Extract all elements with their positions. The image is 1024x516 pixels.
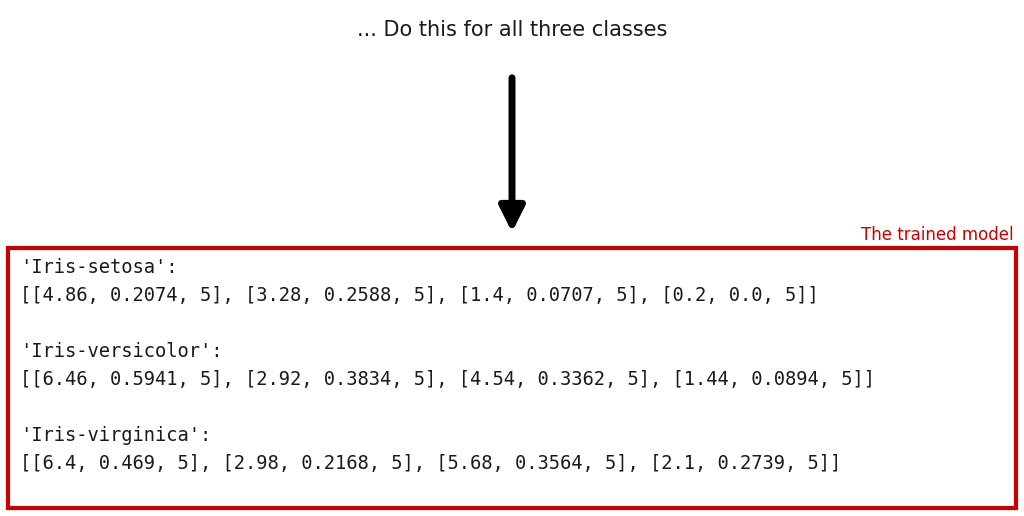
Text: The trained model: The trained model [861,226,1014,244]
Text: [[4.86, 0.2074, 5], [3.28, 0.2588, 5], [1.4, 0.0707, 5], [0.2, 0.0, 5]]: [[4.86, 0.2074, 5], [3.28, 0.2588, 5], [… [20,286,819,305]
Text: 'Iris-setosa':: 'Iris-setosa': [20,258,177,277]
Text: [[6.4, 0.469, 5], [2.98, 0.2168, 5], [5.68, 0.3564, 5], [2.1, 0.2739, 5]]: [[6.4, 0.469, 5], [2.98, 0.2168, 5], [5.… [20,454,842,473]
Bar [8,248,1016,508]
Text: ... Do this for all three classes: ... Do this for all three classes [356,20,668,40]
Text: [[6.46, 0.5941, 5], [2.92, 0.3834, 5], [4.54, 0.3362, 5], [1.44, 0.0894, 5]]: [[6.46, 0.5941, 5], [2.92, 0.3834, 5], [… [20,370,874,389]
Text: 'Iris-versicolor':: 'Iris-versicolor': [20,342,222,361]
Text: 'Iris-virginica':: 'Iris-virginica': [20,426,211,445]
